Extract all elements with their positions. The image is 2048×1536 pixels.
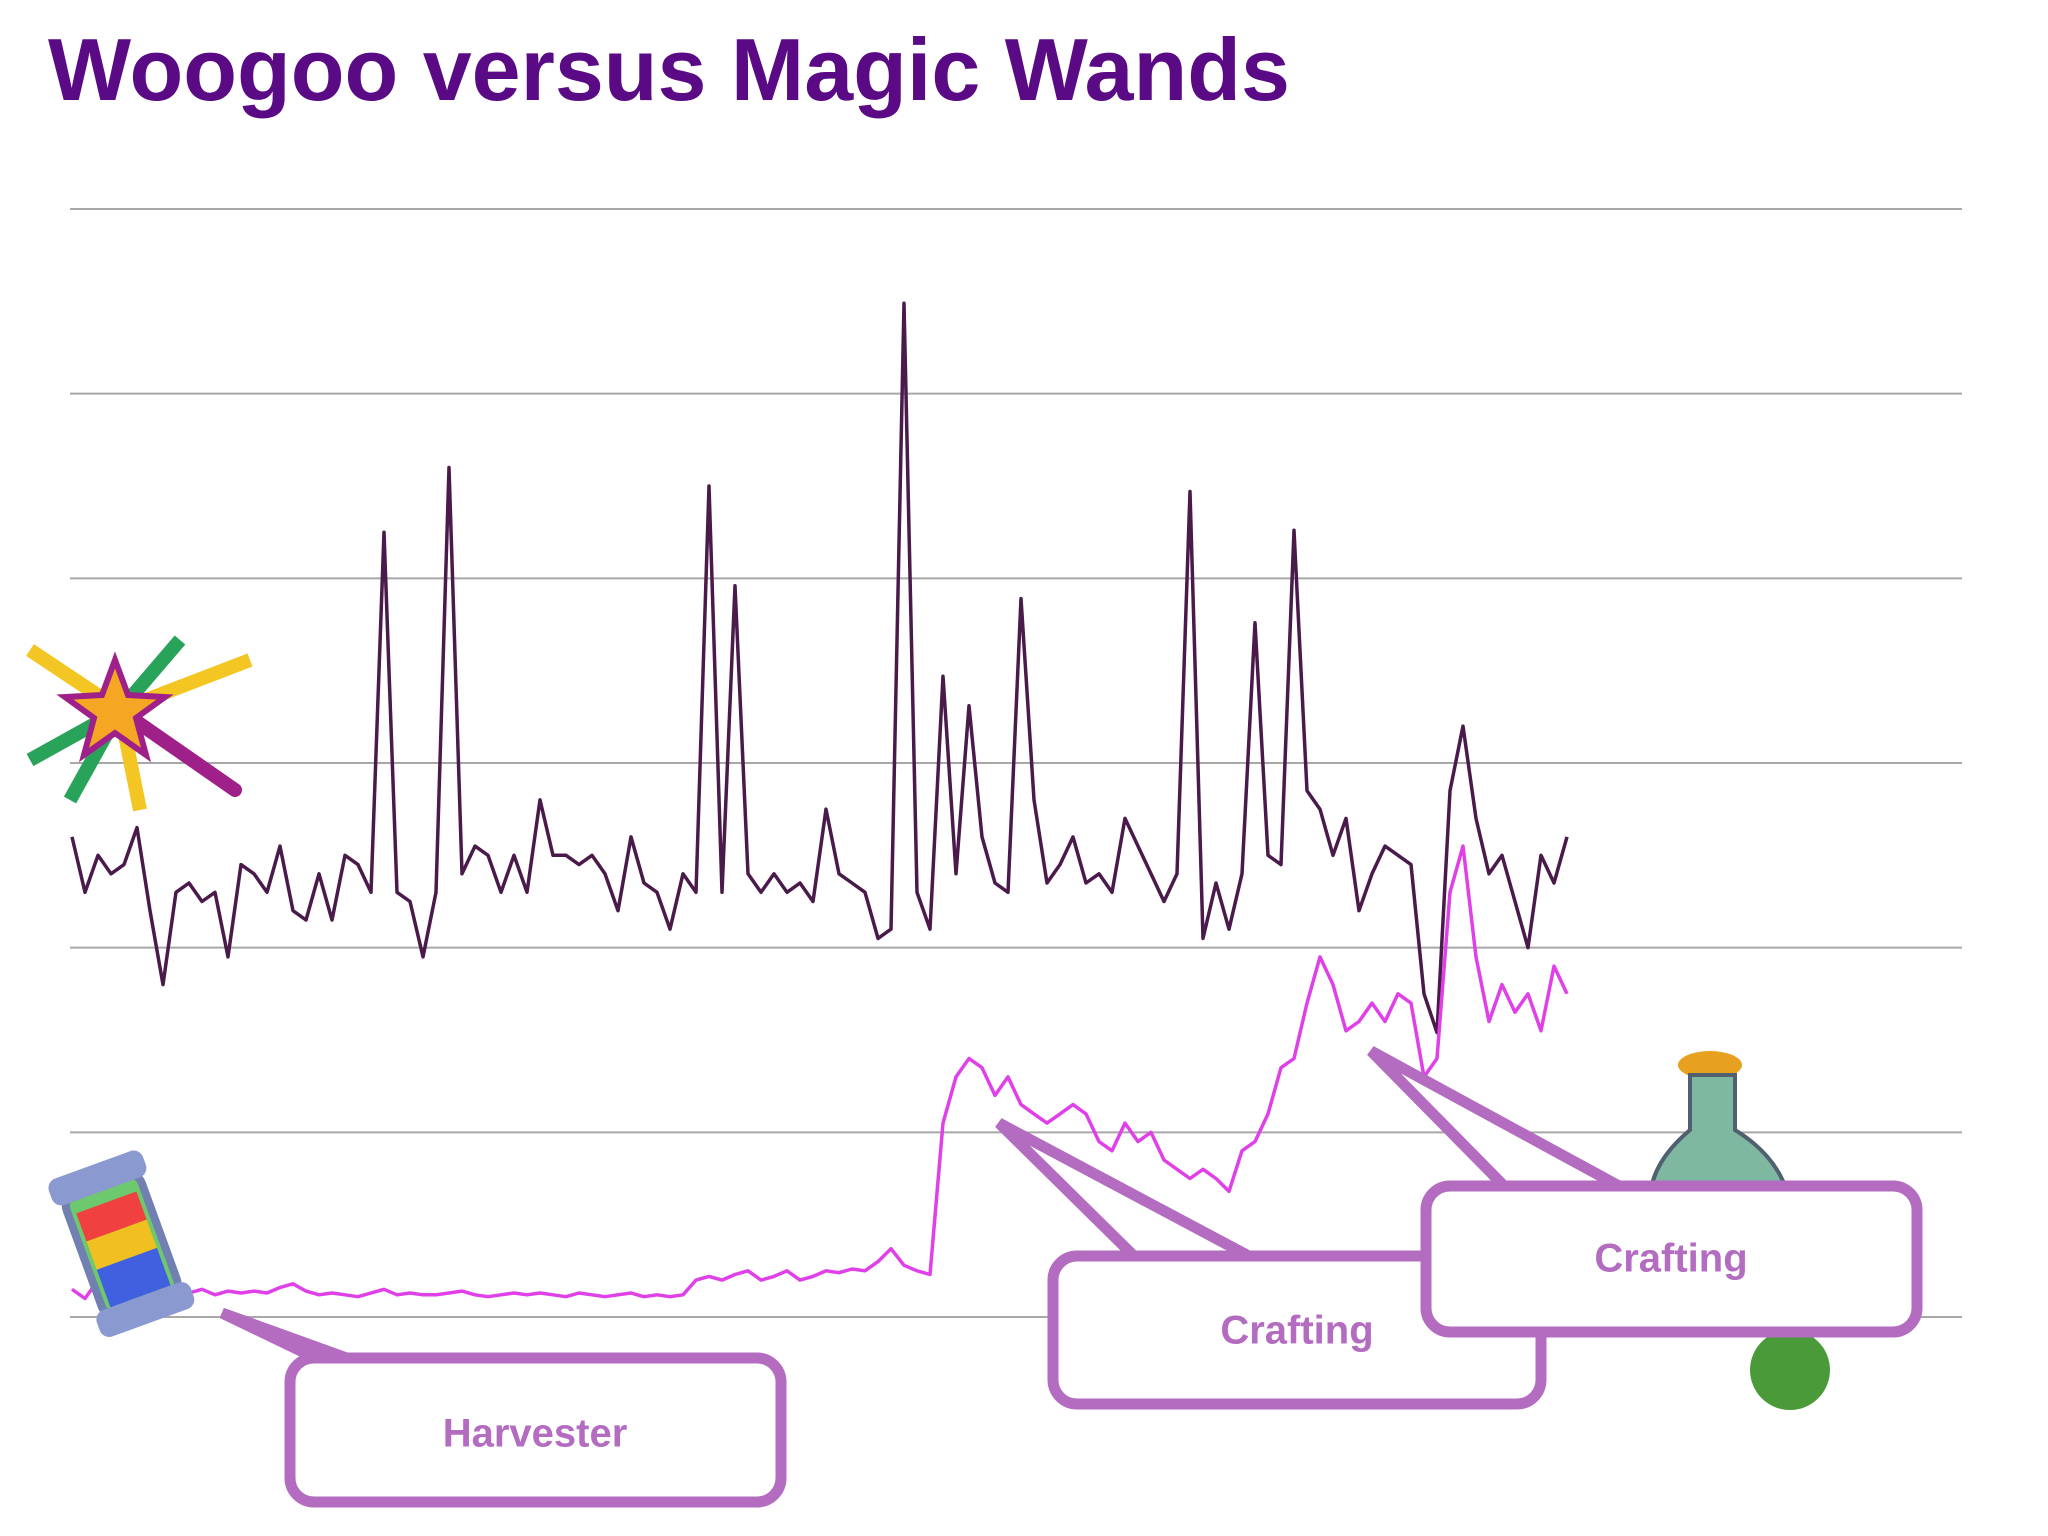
callout-box <box>1420 1180 1923 1338</box>
annotation: Crafting <box>1220 1309 1373 1353</box>
lines <box>70 301 1569 1301</box>
slide-title: Woogoo versus Magic Wands <box>48 20 1290 119</box>
annotation: Crafting <box>1594 1237 1747 1281</box>
callout-box <box>284 1352 787 1508</box>
wand-icon <box>26 635 253 812</box>
callout-tail <box>995 1118 1263 1268</box>
callouts: Harvester Crafting Crafting <box>219 1046 1923 1508</box>
data-line <box>70 301 1569 1035</box>
callout-tail <box>1367 1046 1633 1198</box>
data-line <box>70 844 1569 1301</box>
tube-icon <box>48 1150 195 1337</box>
annotation: Harvester <box>443 1412 628 1456</box>
